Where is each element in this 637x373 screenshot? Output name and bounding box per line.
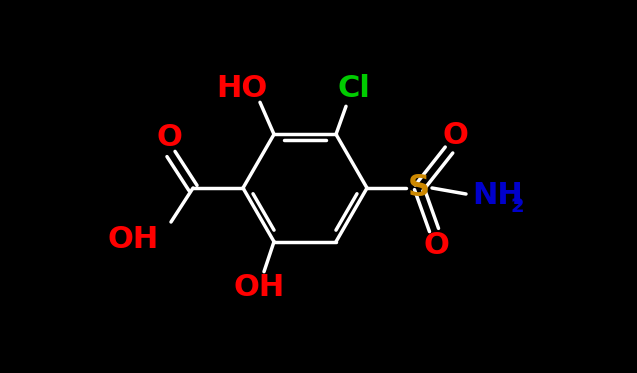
Text: S: S bbox=[408, 173, 430, 203]
Text: O: O bbox=[156, 123, 182, 153]
Text: OH: OH bbox=[233, 273, 285, 302]
Text: 2: 2 bbox=[511, 197, 525, 216]
Text: Cl: Cl bbox=[338, 74, 371, 103]
Text: O: O bbox=[442, 120, 468, 150]
Text: HO: HO bbox=[217, 74, 268, 103]
Text: NH: NH bbox=[472, 182, 523, 210]
Text: O: O bbox=[423, 232, 449, 260]
Text: OH: OH bbox=[108, 226, 159, 254]
